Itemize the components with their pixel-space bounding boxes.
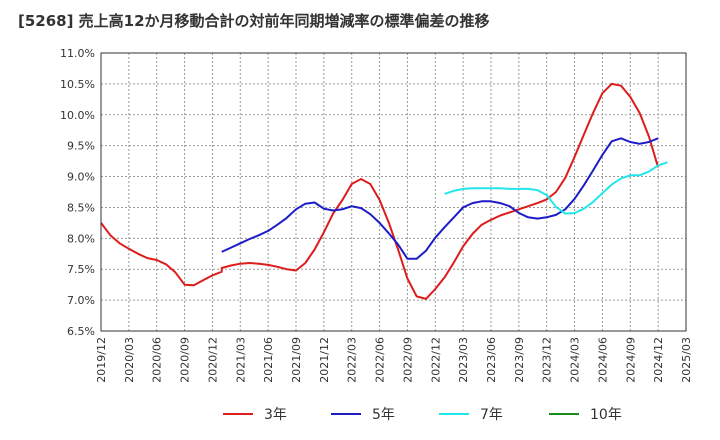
y-tick-label: 7.0% — [67, 294, 95, 307]
x-tick-label: 2025/03 — [680, 337, 693, 383]
series-line-7年 — [444, 161, 668, 215]
x-tick-label: 2022/09 — [401, 337, 414, 383]
x-tick-label: 2024/06 — [596, 337, 609, 383]
x-tick-label: 2023/09 — [513, 337, 526, 383]
y-axis-ticks: 6.5% 7.0% 7.5% 8.0% 8.5% 9.0% 9.5% 10.0% 10.5% 11… — [60, 47, 95, 338]
x-tick-label: 2024/09 — [624, 337, 637, 383]
chart-title: [5268] 売上高12か月移動合計の対前年同期増減率の標準偏差の推移 — [18, 12, 490, 30]
x-tick-label: 2021/06 — [262, 337, 275, 383]
y-tick-label: 10.0% — [60, 109, 95, 122]
legend: 3年 5年 7年 10年 — [223, 407, 622, 423]
x-tick-label: 2020/12 — [206, 337, 219, 383]
x-tick-label: 2021/12 — [318, 337, 331, 383]
x-tick-label: 2023/03 — [457, 337, 470, 383]
legend-label: 5年 — [372, 407, 395, 423]
y-tick-label: 10.5% — [60, 78, 95, 91]
x-tick-label: 2020/09 — [179, 337, 192, 383]
x-tick-label: 2023/12 — [541, 337, 554, 383]
legend-label: 3年 — [264, 407, 287, 423]
x-tick-label: 2024/12 — [652, 337, 665, 383]
y-tick-label: 9.0% — [67, 171, 95, 184]
grid — [100, 52, 687, 332]
x-tick-label: 2022/06 — [374, 337, 387, 383]
x-tick-label: 2021/03 — [234, 337, 247, 383]
legend-label: 10年 — [590, 407, 622, 423]
y-tick-label: 8.5% — [67, 201, 95, 214]
x-tick-label: 2020/06 — [151, 337, 164, 383]
series-group — [100, 82, 668, 300]
y-tick-label: 9.5% — [67, 140, 95, 153]
plot-border — [100, 52, 687, 332]
y-tick-label: 6.5% — [67, 325, 95, 338]
series-line-5年 — [221, 137, 659, 260]
y-tick-label: 7.5% — [67, 263, 95, 276]
x-tick-label: 2022/12 — [429, 337, 442, 383]
legend-label: 7年 — [480, 407, 503, 423]
x-tick-label: 2020/03 — [123, 337, 136, 383]
x-tick-label: 2024/03 — [569, 337, 582, 383]
series-line-3年 — [100, 82, 660, 300]
x-tick-label: 2021/09 — [290, 337, 303, 383]
y-tick-label: 8.0% — [67, 232, 95, 245]
x-tick-label: 2023/06 — [485, 337, 498, 383]
x-axis-ticks: 2019/12 2020/03 2020/06 2020/09 2020/12 2021/… — [95, 337, 693, 383]
y-tick-label: 11.0% — [60, 47, 95, 60]
x-tick-label: 2022/03 — [346, 337, 359, 383]
x-tick-label: 2019/12 — [95, 337, 108, 383]
